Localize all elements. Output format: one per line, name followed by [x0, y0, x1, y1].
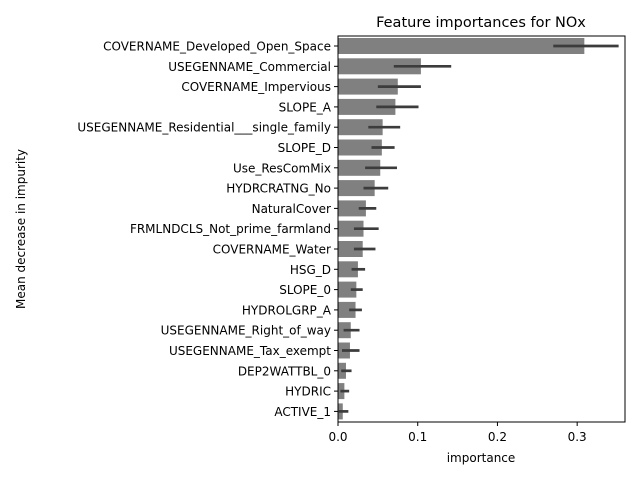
- y-axis-title: Mean decrease in impurity: [14, 149, 28, 309]
- chart-title: Feature importances for NOx: [376, 15, 586, 31]
- y-tick-label: NaturalCover: [252, 202, 331, 216]
- y-tick-label: USEGENNAME_Residential___single_family: [77, 121, 331, 135]
- x-tick-label: 0.2: [488, 430, 507, 444]
- y-tick-label: HYDRIC: [285, 385, 331, 399]
- y-tick-label: COVERNAME_Developed_Open_Space: [103, 40, 331, 54]
- bar: [338, 301, 356, 318]
- error-bars-layer: [338, 44, 619, 413]
- x-axis-title: importance: [447, 451, 516, 465]
- bar: [338, 180, 375, 197]
- y-tick-label: FRMLNDCLS_Not_prime_farmland: [130, 222, 331, 236]
- plot-frame: [337, 35, 626, 423]
- bar: [338, 220, 364, 237]
- y-tick-label: USEGENNAME_Right_of_way: [161, 324, 331, 338]
- x-tick-label: 0.0: [328, 430, 347, 444]
- y-tick-label: ACTIVE_1: [274, 405, 331, 419]
- y-tick-label: Use_ResComMix: [233, 161, 331, 175]
- bar: [338, 38, 585, 54]
- y-tick-label: DEP2WATTBL_0: [238, 364, 331, 378]
- bar: [338, 281, 357, 298]
- y-axis-ticks: COVERNAME_Developed_Open_Space USEGENNAME…: [77, 40, 338, 419]
- y-tick-label: USEGENNAME_Tax_exempt: [169, 344, 331, 358]
- bar: [338, 58, 421, 75]
- bars-layer: [338, 38, 585, 420]
- x-tick-label: 0.1: [408, 430, 427, 444]
- y-tick-label: HYDRCRATNG_No: [226, 182, 331, 196]
- y-tick-label: SLOPE_0: [279, 283, 331, 297]
- bar: [338, 261, 358, 278]
- x-tick-label: 0.3: [568, 430, 587, 444]
- y-tick-label: HYDROLGRP_A: [242, 303, 332, 317]
- y-tick-label: COVERNAME_Impervious: [181, 80, 331, 94]
- bar: [338, 78, 398, 95]
- y-tick-label: SLOPE_A: [279, 100, 332, 114]
- bar: [338, 139, 382, 156]
- y-tick-label: SLOPE_D: [278, 141, 331, 155]
- bar: [338, 241, 363, 257]
- y-tick-label: USEGENNAME_Commercial: [168, 60, 331, 74]
- bar: [338, 119, 383, 136]
- bar: [338, 200, 366, 217]
- x-axis-ticks: 0.0 0.1 0.2 0.3: [328, 422, 587, 444]
- y-tick-label: HSG_D: [290, 263, 331, 277]
- bar: [338, 98, 396, 115]
- y-tick-label: COVERNAME_Water: [213, 243, 331, 257]
- bar: [338, 159, 381, 176]
